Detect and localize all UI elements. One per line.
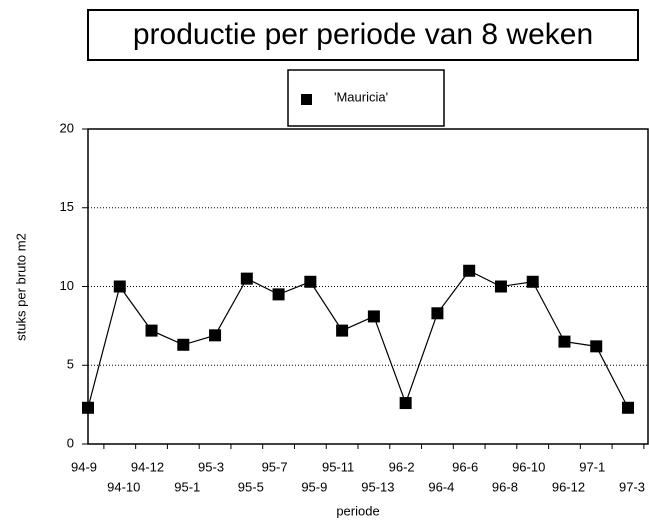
x-tick-label: 95-13 (361, 479, 394, 494)
x-tick-label: 95-5 (238, 479, 264, 494)
x-tick-label: 96-6 (452, 459, 478, 474)
x-tick-label: 95-3 (198, 459, 224, 474)
x-tick-label: 94-12 (131, 459, 164, 474)
data-marker (82, 401, 94, 414)
y-tick-label: 20 (60, 120, 74, 135)
x-tick-label: 96-10 (512, 459, 545, 474)
title-box (87, 9, 639, 61)
x-tick-label: 96-12 (552, 479, 585, 494)
data-marker (526, 275, 539, 288)
x-tick-label: 96-2 (389, 459, 415, 474)
data-marker (622, 401, 634, 414)
data-marker (336, 324, 349, 337)
data-marker (113, 280, 126, 293)
data-marker (177, 338, 190, 351)
data-marker (494, 280, 507, 293)
data-marker (431, 307, 444, 320)
data-marker (240, 272, 253, 285)
chart-title: productie per periode van 8 weken (133, 18, 593, 51)
y-tick-label: 15 (60, 199, 74, 214)
x-tick-label: 95-7 (262, 459, 288, 474)
data-marker (304, 275, 317, 288)
x-tick-label: 96-4 (428, 479, 454, 494)
legend-marker (301, 94, 312, 105)
data-marker (558, 335, 571, 348)
x-axis-label: periode (336, 503, 379, 518)
data-marker (272, 288, 285, 301)
data-marker (145, 324, 158, 337)
y-tick-label: 10 (60, 278, 74, 293)
data-marker (367, 310, 380, 323)
x-tick-label: 95-9 (301, 479, 327, 494)
x-tick-label: 96-8 (492, 479, 518, 494)
y-axis-label: stuks per bruto m2 (13, 233, 28, 341)
series-line (87, 269, 629, 409)
plot-frame (87, 128, 649, 445)
data-marker (463, 264, 476, 277)
x-tick-label: 94-10 (107, 479, 140, 494)
data-marker (209, 329, 222, 342)
x-tick-label: 95-11 (322, 459, 354, 474)
legend-box (287, 69, 445, 127)
data-marker (399, 397, 412, 410)
y-tick-label: 0 (67, 435, 74, 450)
data-marker (590, 340, 603, 353)
legend-label: 'Mauricia' (334, 89, 388, 104)
y-tick-label: 5 (67, 357, 74, 372)
x-tick-label: 97-1 (579, 459, 605, 474)
x-tick-label: 95-1 (174, 479, 200, 494)
x-tick-label: 94-9 (71, 459, 97, 474)
x-tick-label: 97-3 (619, 479, 645, 494)
